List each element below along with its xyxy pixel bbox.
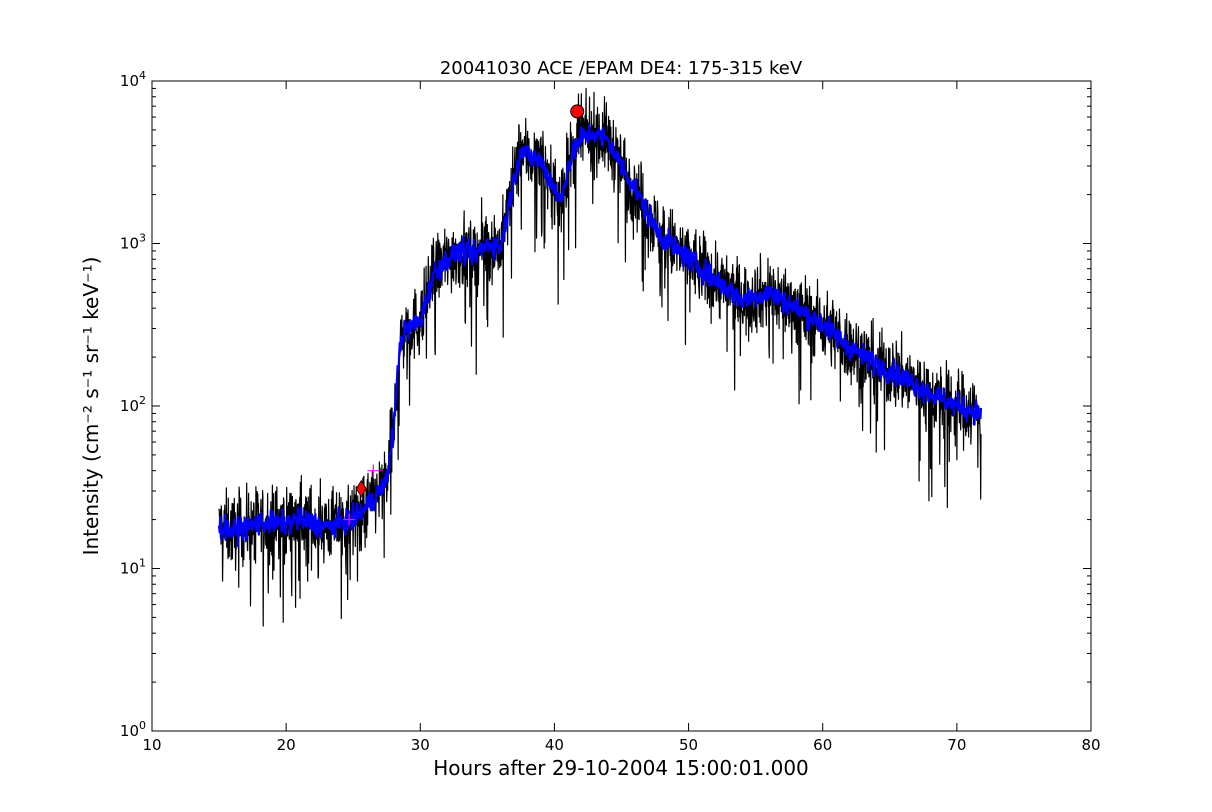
marker-layer: [343, 104, 585, 526]
chart-title: 20041030 ACE /EPAM DE4: 175-315 keV: [440, 58, 803, 79]
x-tick-label: 60: [813, 736, 832, 754]
tick-layer: 10 20 30 40 50 60 70 80 100 101 102 103 104: [120, 69, 1101, 754]
y-tick-label: 100: [120, 719, 146, 740]
y-tick-label: 101: [120, 557, 146, 578]
y-axis-label: Intensity (cm⁻² s⁻¹ sr⁻¹ keV⁻¹): [79, 257, 103, 556]
onset-marker: [355, 479, 367, 498]
plus-marker: [367, 464, 380, 477]
y-tick-label: 104: [120, 69, 146, 90]
x-axis-label: Hours after 29-10-2004 15:00:01.000: [433, 756, 809, 780]
peak-marker: [570, 104, 585, 119]
x-tick-label: 50: [679, 736, 698, 754]
x-tick-label: 20: [277, 736, 296, 754]
plus-marker: [343, 513, 356, 526]
x-tick-label: 80: [1081, 736, 1100, 754]
y-tick-label: 103: [120, 232, 146, 253]
x-tick-label: 10: [142, 736, 161, 754]
x-tick-label: 40: [545, 736, 564, 754]
y-tick-label: 102: [120, 394, 146, 415]
x-tick-label: 30: [411, 736, 430, 754]
x-tick-label: 70: [947, 736, 966, 754]
